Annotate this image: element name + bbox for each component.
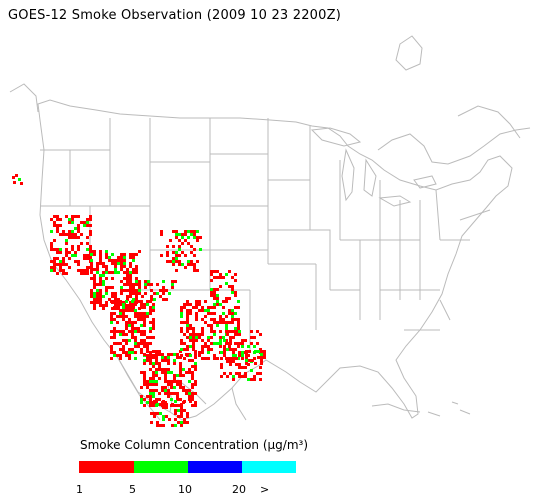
caribbean — [371, 401, 471, 417]
legend-swatch-green — [134, 461, 188, 473]
great-lakes — [310, 127, 437, 207]
legend-tick-10: 10 — [178, 483, 192, 496]
legend-tick-20: 20 — [232, 483, 246, 496]
legend-color-bar — [79, 461, 296, 473]
smoke-layer — [50, 215, 266, 427]
legend-swatch-blue — [188, 461, 242, 473]
legend-tick-gt: > — [260, 483, 270, 496]
legend-swatch-red — [79, 461, 134, 473]
state-lines — [40, 118, 491, 350]
us-basemap — [9, 35, 531, 427]
map-title: GOES-12 Smoke Observation (2009 10 23 22… — [8, 8, 341, 23]
canada-lines — [9, 35, 521, 139]
canada-coast — [377, 127, 531, 165]
legend-swatch-cyan — [242, 461, 296, 473]
legend-tick-1: 1 — [76, 483, 83, 496]
legend-tick-5: 5 — [129, 483, 136, 496]
legend-title: Smoke Column Concentration (μg/m³) — [80, 438, 308, 452]
